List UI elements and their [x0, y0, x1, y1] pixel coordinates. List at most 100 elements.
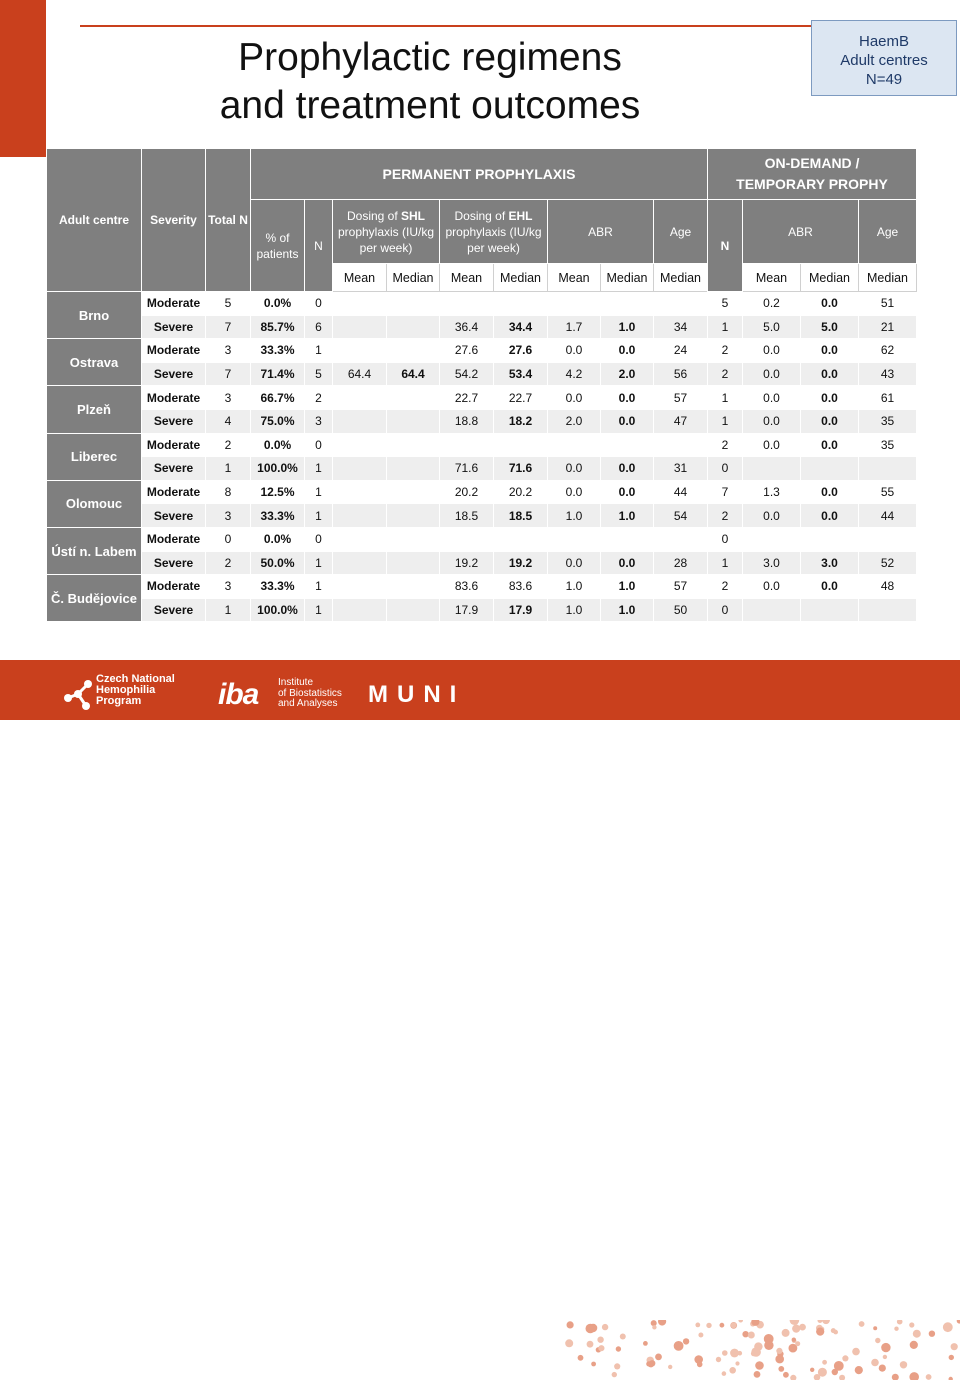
table-cell: 5.0	[800, 314, 859, 340]
table-cell: 2	[707, 503, 743, 528]
table-cell: 20.2	[493, 479, 548, 505]
header-od-n: N	[707, 199, 743, 292]
table-row: Plzeň Moderate 3 66.7% 2 22.7 22.7 0.0 0.0 57 1 0.0…	[46, 385, 918, 434]
table-cell: 100.0%	[250, 597, 305, 623]
table-cell: 50.0%	[250, 550, 305, 576]
subheader-age-median: Median	[653, 263, 708, 292]
iba-logo: iba Institute of Biostatistics and Analy…	[218, 672, 358, 716]
severity-cell: Moderate	[141, 432, 206, 458]
table-cell	[386, 385, 440, 410]
table-cell: 52	[857, 550, 918, 576]
table-cell	[386, 314, 440, 340]
table-cell: 1	[707, 408, 743, 434]
table-cell	[439, 432, 494, 458]
table-cell: 0	[205, 526, 251, 552]
header-permanent-prophylaxis: PERMANENT PROPHYLAXIS	[250, 148, 708, 200]
table-cell	[332, 291, 387, 316]
table-cell: 19.2	[439, 550, 494, 576]
table-cell: 31	[653, 456, 708, 481]
decorative-dot	[643, 1341, 648, 1346]
severity-cell: Severe	[141, 456, 206, 481]
table-cell	[332, 385, 387, 410]
table-cell: 2	[707, 574, 743, 599]
table-cell: 7	[707, 479, 743, 505]
table-cell: 24	[653, 338, 708, 363]
decorative-dot	[912, 1329, 921, 1338]
table-cell: 48	[857, 574, 918, 599]
decorative-dot	[894, 1326, 899, 1331]
table-cell: 1	[304, 456, 333, 481]
decorative-dot	[747, 1331, 755, 1339]
header-dosing-shl: Dosing of SHL prophylaxis (IU/kg per wee…	[332, 199, 440, 264]
table-cell: 83.6	[493, 574, 548, 599]
subheader-od-age-median: Median	[857, 263, 918, 292]
decorative-dot	[831, 1368, 838, 1376]
header-abr: ABR	[547, 199, 654, 264]
table-cell: 0.0	[742, 408, 801, 434]
table-cell	[386, 456, 440, 481]
table-cell: 1.0	[547, 503, 601, 528]
table-cell: 6	[304, 314, 333, 340]
iba-mark: iba	[218, 678, 259, 711]
table-cell	[653, 526, 708, 552]
table-cell	[653, 432, 708, 458]
table-cell: 0.0	[742, 503, 801, 528]
decorative-dot	[694, 1355, 703, 1364]
decorative-dot	[730, 1322, 737, 1329]
subheader-abr-mean: Mean	[547, 263, 601, 292]
decorative-dot	[778, 1366, 785, 1372]
decorative-dot	[721, 1371, 727, 1376]
table-cell	[332, 597, 387, 623]
table-cell	[800, 456, 859, 481]
table-row: Č. Budějovice Moderate 3 33.3% 1 83.6 83.6 1.0 1…	[46, 574, 918, 623]
table-row: Severe 1 100.0% 1 71.6 71.6 0.0 0.0 31 0	[47, 456, 918, 481]
table-cell: 1	[205, 597, 251, 623]
decorative-dot	[751, 1347, 761, 1357]
iba-line-1: Institute	[278, 677, 314, 688]
table-cell: 85.7%	[250, 314, 305, 340]
table-cell	[600, 526, 654, 552]
header-dosing-ehl: Dosing of EHL prophylaxis (IU/kg per wee…	[439, 199, 548, 264]
table-cell	[439, 291, 494, 316]
info-box-line-2: Adult centres	[840, 52, 928, 69]
table-row: Severe 2 50.0% 1 19.2 19.2 0.0 0.0 28 1 3.0 3.0 52	[47, 550, 918, 576]
table-cell: 1.0	[600, 597, 654, 623]
table-cell: 18.5	[493, 503, 548, 528]
header-od-abr: ABR	[742, 199, 859, 264]
table-cell	[386, 408, 440, 434]
table-cell: 27.6	[439, 338, 494, 363]
table-cell: 17.9	[439, 597, 494, 623]
table-cell	[547, 291, 601, 316]
table-cell	[386, 526, 440, 552]
table-cell	[332, 432, 387, 458]
table-row: Severe 7 85.7% 6 36.4 34.4 1.7 1.0 34 1 5.0 5.0 21	[47, 314, 918, 340]
subheader-shl-mean: Mean	[332, 263, 387, 292]
table-cell	[386, 550, 440, 576]
table-cell: 64.4	[332, 361, 387, 387]
header-on-demand-line-2: TEMPORARY PROPHY	[736, 176, 888, 192]
table-cell: 0.0	[600, 408, 654, 434]
table-cell: 36.4	[439, 314, 494, 340]
severity-cell: Severe	[141, 503, 206, 528]
table-cell: 2	[304, 385, 333, 410]
table-cell: 2	[707, 338, 743, 363]
severity-cell: Severe	[141, 314, 206, 340]
centre-name: Č. Budějovice	[46, 574, 142, 623]
severity-cell: Moderate	[141, 526, 206, 552]
subheader-ehl-median: Median	[493, 263, 548, 292]
decorative-dot	[588, 1323, 598, 1333]
table-cell: 44	[857, 503, 918, 528]
table-cell	[742, 597, 801, 623]
table-cell: 21	[857, 314, 918, 340]
table-cell: 18.8	[439, 408, 494, 434]
table-cell: 75.0%	[250, 408, 305, 434]
table-cell: 0.0	[800, 338, 859, 363]
decorative-dot	[909, 1340, 918, 1349]
decorative-dot	[652, 1325, 657, 1330]
severity-cell: Moderate	[141, 385, 206, 410]
severity-cell: Severe	[141, 550, 206, 576]
decorative-dot	[854, 1366, 863, 1375]
table-cell: 1.3	[742, 479, 801, 505]
top-rule	[80, 25, 820, 27]
table-cell	[386, 597, 440, 623]
